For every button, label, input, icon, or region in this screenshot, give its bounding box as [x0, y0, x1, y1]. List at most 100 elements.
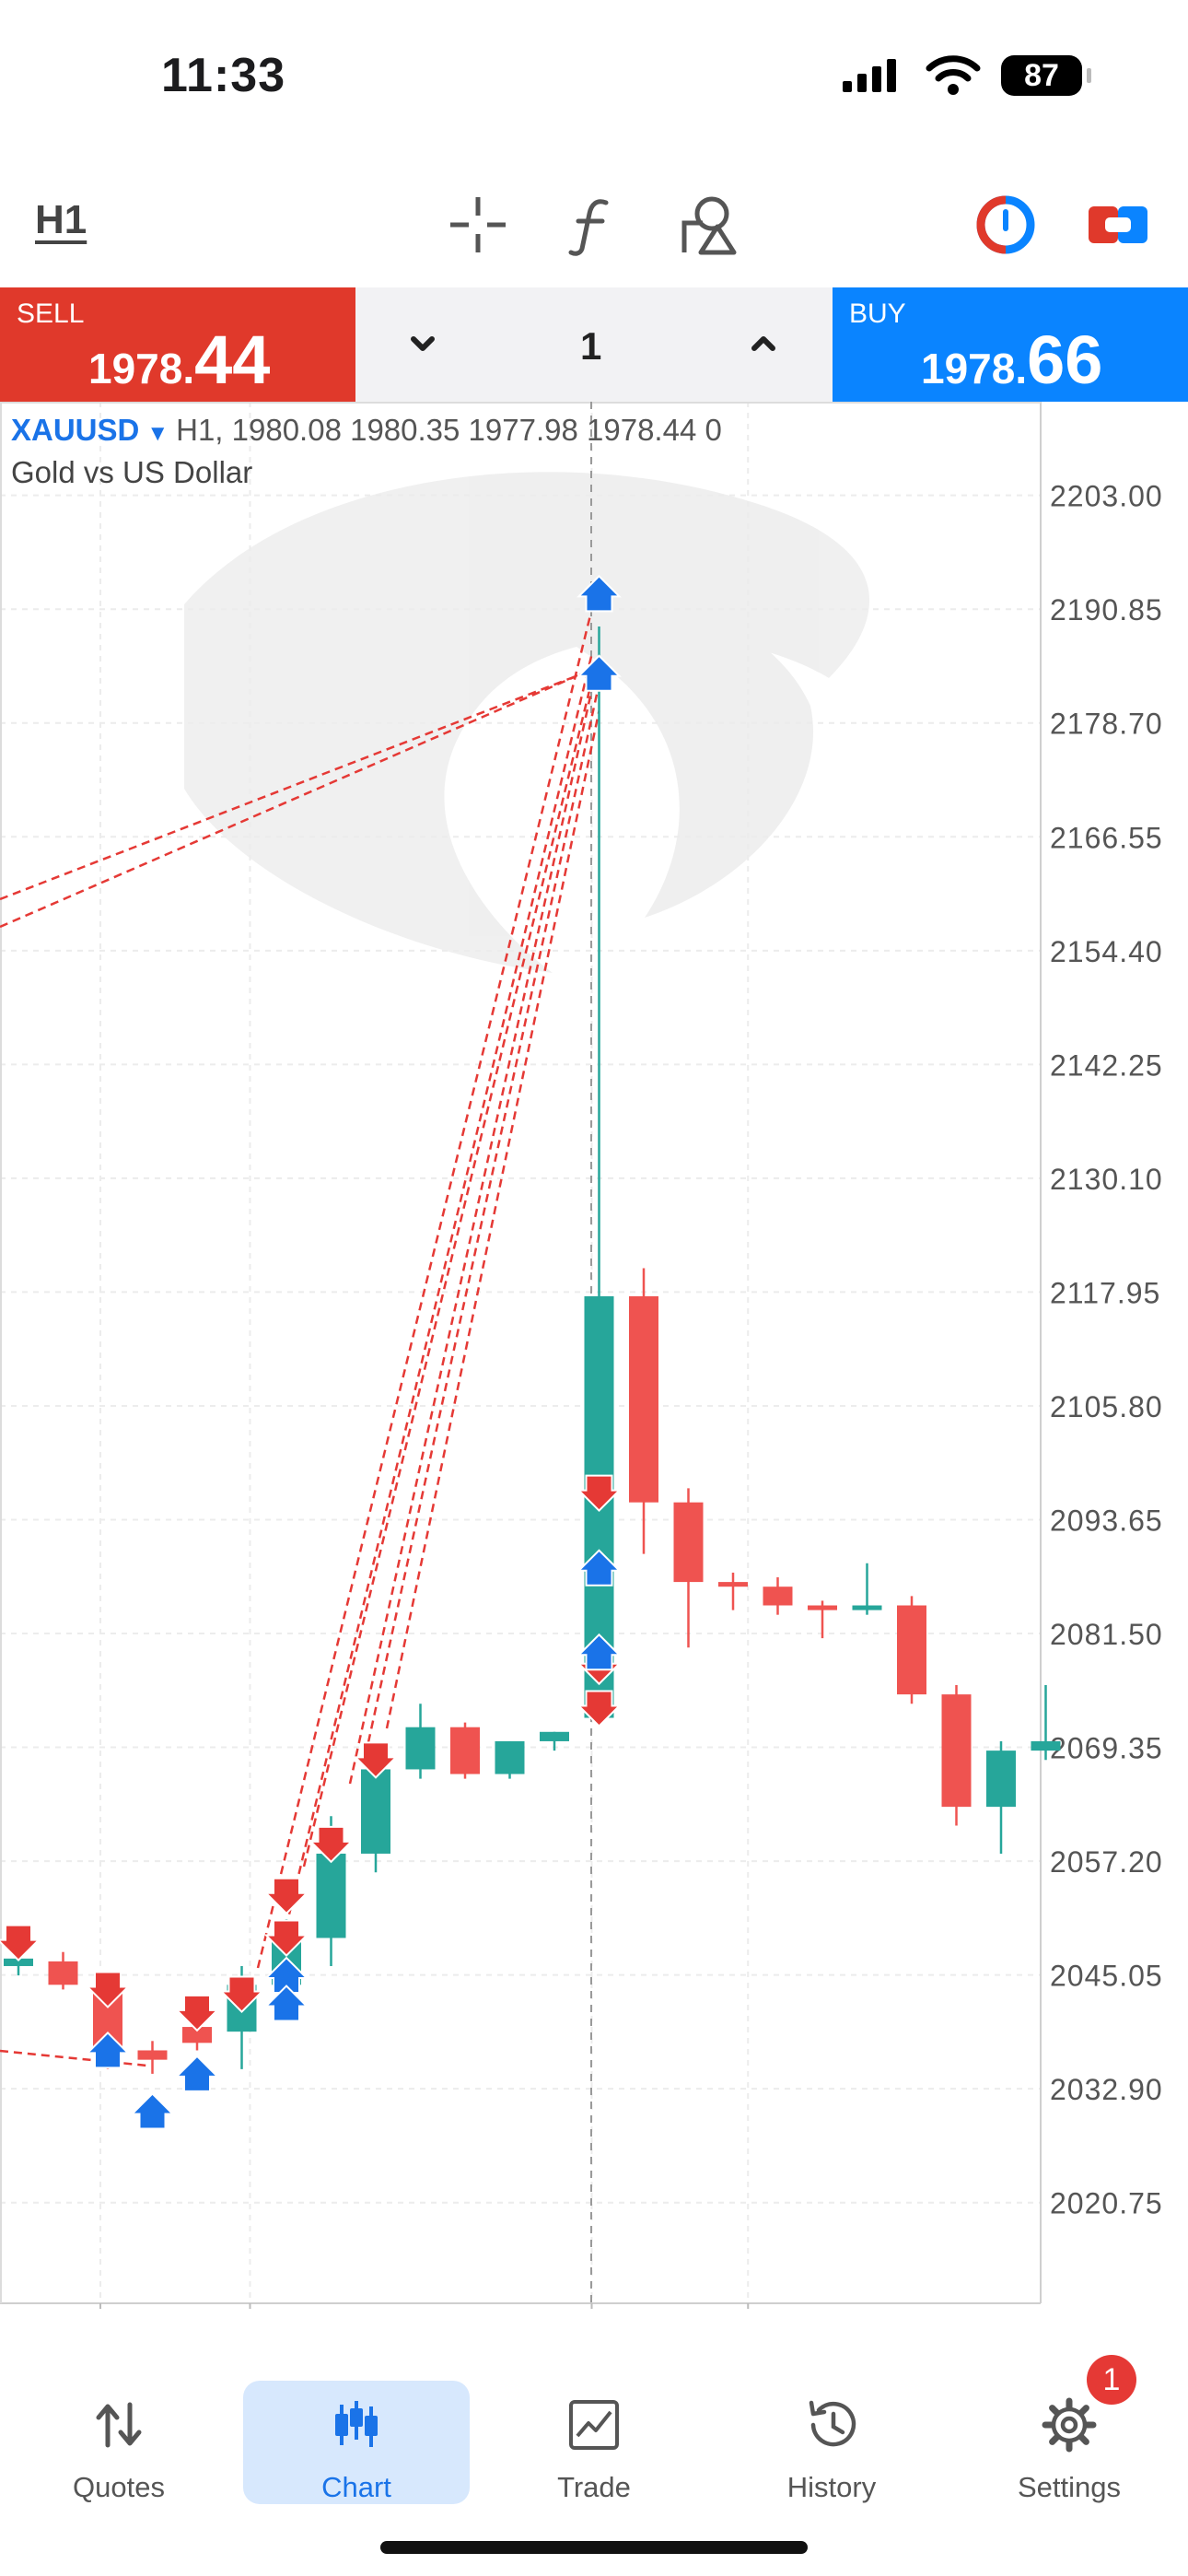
candle-body	[316, 1853, 346, 1938]
buy-marker-arrow	[174, 2055, 220, 2092]
ohlc-values: H1, 1980.08 1980.35 1977.98 1978.44 0	[176, 413, 722, 447]
status-time: 11:33	[161, 49, 286, 102]
symbol-dropdown-icon[interactable]: ▼	[146, 421, 169, 446]
price-tick-label: 2130.10	[1050, 1163, 1163, 1196]
trade-markers	[0, 574, 622, 2130]
price-tick-label: 2203.00	[1050, 480, 1163, 513]
nav-chart[interactable]: Chart	[238, 2357, 475, 2523]
trade-history-line	[348, 673, 597, 1785]
trade-history-line	[0, 667, 594, 929]
lot-increase-button[interactable]	[731, 311, 796, 376]
buy-button[interactable]: BUY 1978.66	[833, 287, 1188, 402]
candle-body	[673, 1502, 704, 1583]
candle-body	[1031, 1740, 1061, 1751]
lot-volume[interactable]: 1	[580, 324, 602, 368]
nav-label-quotes: Quotes	[73, 2471, 165, 2503]
sell-price-main: 1978.	[88, 345, 195, 392]
objects-icon[interactable]	[675, 192, 741, 258]
sell-price: 1978.44	[88, 321, 270, 399]
trade-history-line	[385, 710, 600, 1729]
status-icons: 87	[841, 55, 1091, 96]
nav-trade[interactable]: Trade	[475, 2357, 713, 2523]
wifi-icon	[926, 55, 981, 95]
trade-history-lines	[0, 616, 600, 2067]
symbol-description: Gold vs US Dollar	[11, 455, 253, 489]
nav-history[interactable]: History	[713, 2357, 950, 2523]
price-chart[interactable]: 2203.00 2190.85 2178.70 2166.55 2154.40 2142.…	[0, 402, 1188, 2309]
candle-body	[852, 1605, 882, 1610]
candle-body	[405, 1727, 436, 1770]
nav-label-chart: Chart	[321, 2471, 391, 2503]
candle-body	[48, 1961, 78, 1985]
candle-body	[182, 2027, 212, 2043]
nav-settings[interactable]: Settings	[950, 2357, 1188, 2523]
candle-body	[808, 1605, 837, 1610]
sell-marker-arrow	[0, 1924, 41, 1962]
trade-icon	[569, 2400, 619, 2450]
sell-marker-arrow	[263, 1919, 309, 1957]
candle-body	[4, 1958, 33, 1966]
one-click-trade-panel: SELL 1978.44 1 BUY 1978.66	[0, 287, 1188, 402]
nav-quotes[interactable]: Quotes	[0, 2357, 238, 2523]
grid-lines	[0, 402, 1041, 2303]
bottom-navigation: Quotes Chart Trade History	[0, 2331, 1188, 2576]
buy-label: BUY	[849, 299, 906, 329]
candle-body	[763, 1587, 793, 1606]
price-tick-label: 2142.25	[1050, 1048, 1163, 1082]
price-tick-label: 2154.40	[1050, 935, 1163, 968]
candle-body	[540, 1731, 569, 1741]
nav-label-trade: Trade	[557, 2471, 631, 2503]
sell-marker-arrow	[263, 1877, 309, 1915]
sell-marker-arrow	[219, 1975, 264, 2013]
candles	[4, 626, 1061, 2074]
trade-history-line	[0, 667, 596, 901]
price-tick-label: 2081.50	[1050, 1618, 1163, 1651]
chart-area[interactable]: 2203.00 2190.85 2178.70 2166.55 2154.40 2142.…	[0, 402, 1188, 2309]
toggle-icon[interactable]	[1085, 192, 1151, 258]
sell-marker-arrow	[577, 1474, 622, 1513]
sell-price-pips: 44	[194, 322, 271, 398]
sell-button[interactable]: SELL 1978.44	[0, 287, 355, 402]
crosshair-icon[interactable]	[445, 192, 511, 258]
one-click-trading-icon[interactable]	[973, 192, 1039, 258]
price-tick-label: 2117.95	[1050, 1276, 1160, 1309]
sell-marker-arrow	[85, 1971, 131, 2008]
chart-toolbar: H1	[0, 175, 1188, 286]
price-tick-label: 2032.90	[1050, 2073, 1163, 2106]
price-axis: 2203.00 2190.85 2178.70 2166.55 2154.40 2142.…	[1050, 480, 1163, 2220]
trade-history-line	[302, 673, 595, 1868]
nav-label-history: History	[786, 2471, 877, 2503]
broker-watermark	[184, 472, 870, 973]
function-icon[interactable]	[560, 192, 626, 258]
price-tick-label: 2190.85	[1050, 593, 1163, 626]
candle-body	[897, 1605, 926, 1695]
candle-body	[361, 1769, 390, 1854]
trade-history-line	[274, 654, 593, 1969]
status-bar: 11:33 87	[0, 0, 1188, 166]
price-tick-label: 2069.35	[1050, 1732, 1163, 1765]
sell-label: SELL	[17, 299, 85, 329]
symbol-name[interactable]: XAUUSD	[11, 413, 140, 447]
candle-body	[495, 1740, 525, 1774]
sell-marker-arrow	[309, 1825, 354, 1864]
price-tick-label: 2057.20	[1050, 1845, 1163, 1879]
buy-marker-arrow	[85, 2031, 131, 2069]
buy-marker-arrow	[130, 2092, 175, 2130]
candle-body	[718, 1582, 748, 1587]
candle-body	[450, 1727, 480, 1774]
price-tick-label: 2020.75	[1050, 2187, 1163, 2220]
buy-marker-arrow	[263, 1985, 309, 2022]
history-icon	[809, 2400, 856, 2447]
price-tick-label: 2105.80	[1050, 1390, 1163, 1423]
timeframe-selector[interactable]: H1	[35, 197, 87, 242]
lot-decrease-button[interactable]	[390, 311, 455, 376]
trade-history-line	[0, 2049, 148, 2067]
cellular-signal-icon	[843, 59, 896, 92]
sell-marker-arrow	[577, 1690, 622, 1727]
symbol-info: XAUUSD ▼ H1, 1980.08 1980.35 1977.98 1978.…	[11, 413, 722, 448]
buy-price-main: 1978.	[921, 345, 1028, 392]
candle-body	[941, 1694, 972, 1808]
quotes-icon	[96, 2402, 142, 2448]
sell-marker-arrow	[174, 1994, 220, 2032]
candle-body	[629, 1295, 658, 1503]
